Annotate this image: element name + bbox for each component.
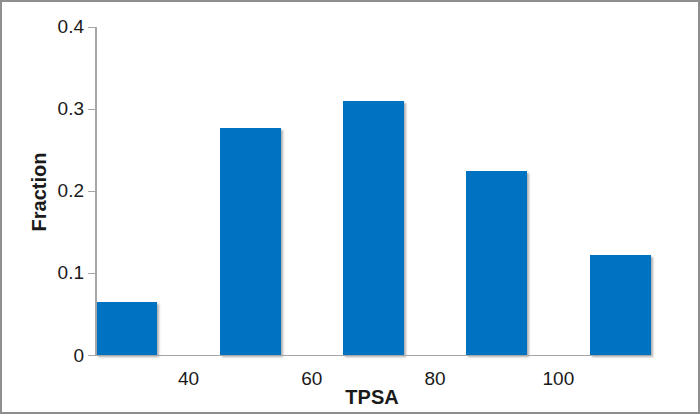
- x-tick-label: 100: [528, 368, 588, 390]
- plot-area: 00.10.20.30.4406080100: [2, 2, 700, 414]
- y-tick-mark: [88, 27, 95, 28]
- x-axis-line: [88, 355, 650, 357]
- y-tick-mark: [88, 191, 95, 192]
- y-tick-label: 0.3: [18, 98, 84, 120]
- y-axis-line: [95, 27, 97, 356]
- y-axis-title: Fraction: [27, 149, 51, 235]
- y-tick-mark: [88, 273, 95, 274]
- y-tick-label: 0.1: [18, 262, 84, 284]
- bar: [96, 302, 157, 355]
- y-tick-mark: [88, 109, 95, 110]
- bar: [590, 255, 651, 356]
- bar: [220, 128, 281, 355]
- x-tick-label: 40: [159, 368, 219, 390]
- x-tick-label: 80: [405, 368, 465, 390]
- y-tick-label: 0.4: [18, 16, 84, 38]
- bar: [466, 171, 527, 356]
- bar-chart: 00.10.20.30.4406080100 Fraction TPSA: [0, 0, 700, 414]
- bar: [343, 101, 404, 355]
- x-axis-title: TPSA: [332, 385, 412, 409]
- y-tick-label: 0: [18, 345, 84, 367]
